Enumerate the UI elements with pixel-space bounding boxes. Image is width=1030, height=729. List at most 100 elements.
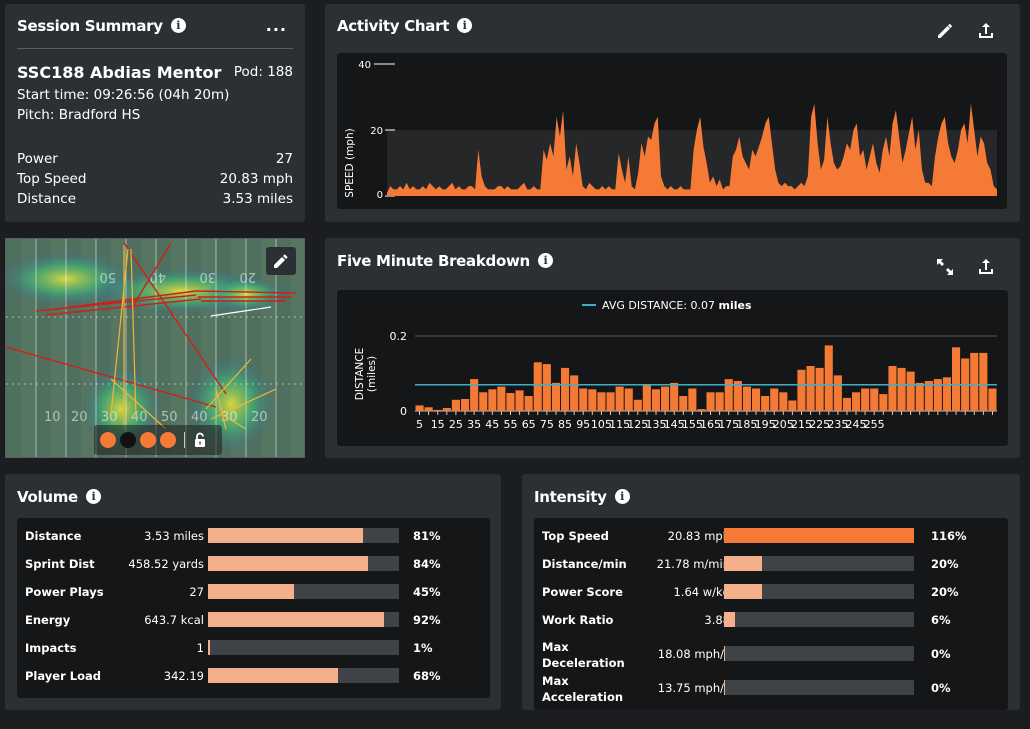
player-dot[interactable]: [160, 432, 176, 448]
avg-line-swatch: [582, 304, 596, 306]
volume-panel: Volume i Distance 3.53 miles 81% Sprint Dist…: [5, 474, 501, 710]
bar: [906, 371, 915, 411]
bar: [824, 345, 833, 411]
x-tick-label: 155: [682, 418, 703, 431]
info-icon[interactable]: i: [614, 489, 630, 504]
metric-percent: 0%: [931, 681, 951, 695]
metric-label: Distance/min: [542, 557, 627, 571]
x-tick-label: 215: [791, 418, 812, 431]
bar: [688, 388, 697, 411]
intensity-title: Intensity i: [534, 488, 630, 506]
metric-bar-fill: [724, 556, 762, 571]
session-summary-title: Session Summary i: [17, 17, 186, 35]
edit-icon[interactable]: [935, 21, 955, 41]
unlock-icon[interactable]: [192, 432, 208, 448]
session-summary-panel: Session Summary i ... SSC188 Abdias Mento…: [5, 4, 305, 222]
x-tick-label: 75: [540, 418, 554, 431]
metric-value: 342.19: [163, 669, 204, 683]
edit-icon: [274, 254, 288, 268]
metric-bar-fill: [724, 528, 914, 543]
metric-bar-fill: [724, 680, 725, 695]
bar: [633, 399, 642, 412]
bar: [724, 379, 733, 411]
x-tick-label: 175: [718, 418, 739, 431]
svg-text:50: 50: [99, 269, 116, 284]
bar: [415, 405, 424, 411]
expand-icon[interactable]: [935, 257, 955, 277]
metric-row: Power Score 1.64 w/kg 20%: [534, 578, 1008, 606]
svg-text:40: 40: [149, 269, 166, 284]
metric-percent: 81%: [413, 529, 441, 543]
bar: [442, 408, 451, 411]
svg-text:30: 30: [199, 269, 216, 284]
bar: [988, 388, 997, 411]
svg-text:50: 50: [161, 410, 178, 425]
metric-bar: [724, 556, 914, 571]
metric-bar-fill: [208, 668, 338, 683]
player-dot[interactable]: [100, 432, 116, 448]
player-dot[interactable]: [140, 432, 156, 448]
bar: [842, 397, 851, 411]
ytick-min: 0: [400, 405, 407, 418]
bar: [542, 364, 551, 411]
metric-value: 643.7 kcal: [144, 613, 204, 627]
x-tick-label: 145: [664, 418, 685, 431]
metric-percent: 45%: [413, 585, 441, 599]
player-dots-bar: [94, 425, 222, 455]
x-tick-label: 5: [416, 418, 423, 431]
metric-bar: [208, 528, 399, 543]
info-icon[interactable]: i: [537, 253, 553, 268]
bar: [833, 375, 842, 411]
x-tick-label: 95: [576, 418, 590, 431]
x-tick-label: 105: [591, 418, 612, 431]
five-minute-title: Five Minute Breakdown i: [337, 252, 553, 270]
export-icon[interactable]: [976, 257, 996, 277]
bar: [461, 399, 470, 411]
pod-number: Pod: 188: [233, 64, 293, 80]
metric-value: 3.88: [704, 613, 730, 627]
activity-chart-svg: SPEED (mph) 40 20 0: [344, 60, 997, 201]
more-menu-button[interactable]: ...: [265, 16, 287, 35]
metric-row: Top Speed 20.83 mph 116%: [534, 522, 1008, 550]
edit-map-button[interactable]: [266, 247, 296, 275]
divider: [184, 432, 185, 448]
x-tick-label: 185: [736, 418, 757, 431]
bar: [506, 393, 515, 411]
bar: [561, 367, 570, 411]
metric-bar: [724, 528, 914, 543]
speed-area-series: [387, 103, 997, 196]
bar: [479, 392, 488, 412]
metric-label: Sprint Dist: [25, 557, 95, 571]
metric-row: Max Deceleration 18.08 mph/s 0%: [534, 640, 1008, 670]
bar: [888, 366, 897, 411]
player-name: SSC188 Abdias Mentor: [17, 63, 222, 82]
export-icon[interactable]: [976, 21, 996, 41]
ylabel-2: (miles): [366, 356, 378, 392]
metric-label: Impacts: [25, 641, 77, 655]
metric-bar-fill: [208, 584, 294, 599]
bar: [451, 399, 460, 412]
metric-percent: 20%: [931, 585, 959, 599]
metric-row: Power Plays 27 45%: [17, 578, 490, 606]
stat-power: Power 27: [17, 151, 293, 167]
metric-bar: [724, 680, 914, 695]
metric-percent: 0%: [931, 647, 951, 661]
metric-label: Top Speed: [542, 529, 609, 543]
metric-label: Work Ratio: [542, 613, 614, 627]
metric-bar: [724, 584, 914, 599]
info-icon[interactable]: i: [170, 18, 186, 33]
player-dot-selected[interactable]: [120, 432, 136, 448]
bar: [606, 392, 615, 412]
svg-text:40: 40: [191, 410, 208, 425]
activity-chart-panel: Activity Chart i SPEED (mph) 40 20 0: [325, 4, 1020, 222]
info-icon[interactable]: i: [457, 18, 473, 33]
intensity-metrics: Top Speed 20.83 mph 116% Distance/min 21.78 …: [534, 518, 1008, 710]
breakdown-chart-svg: DISTANCE (miles) 0.2 0 5 15 25 35 45 55 65 75 85 9…: [354, 330, 997, 431]
stat-top-speed: Top Speed 20.83 mph: [17, 171, 293, 187]
metric-bar: [724, 646, 914, 661]
metric-value: 18.08 mph/s: [657, 647, 730, 661]
x-tick-label: 65: [522, 418, 536, 431]
info-icon[interactable]: i: [85, 489, 101, 504]
svg-text:40: 40: [131, 410, 148, 425]
bar: [615, 386, 624, 411]
